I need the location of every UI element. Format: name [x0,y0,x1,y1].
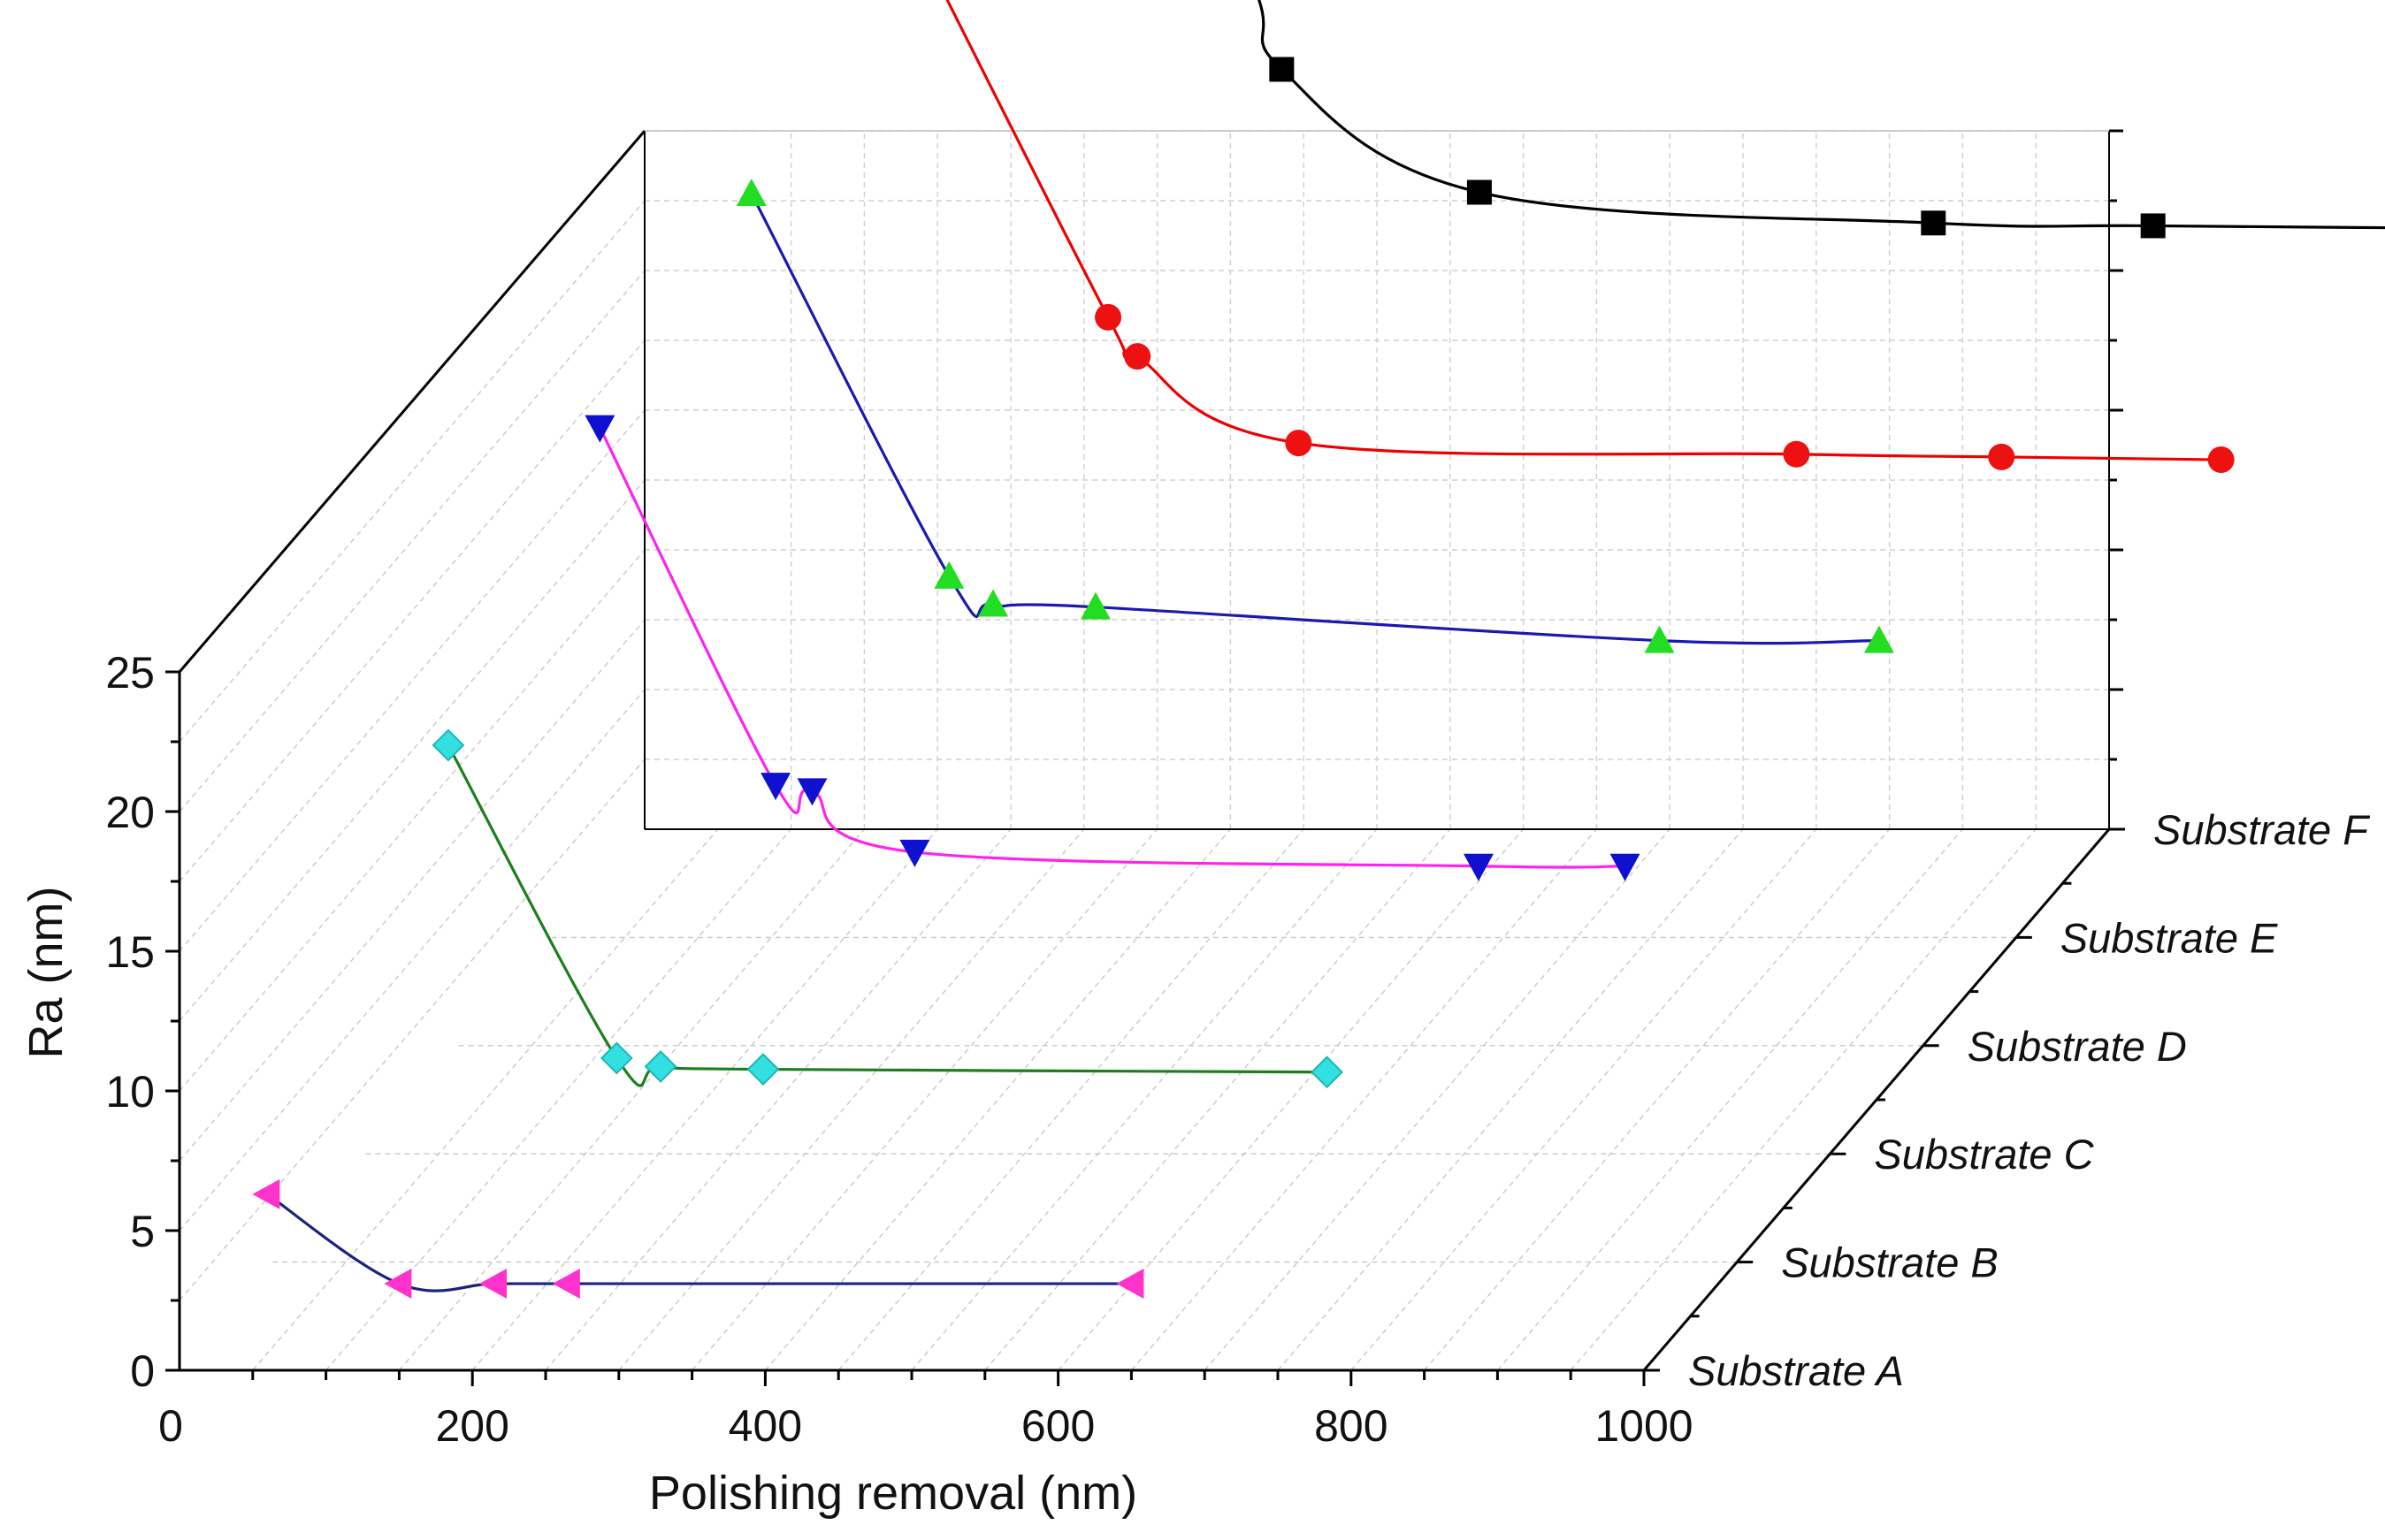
data-point [552,1269,580,1300]
wall-grid-line [179,689,646,1231]
data-point [585,415,615,443]
data-point [1116,1269,1144,1300]
series-line [266,1193,1132,1292]
chart-frame [165,129,2125,1386]
x-tick-label: 200 [435,1401,508,1451]
series-line [750,193,1879,645]
wall-grid-line [179,270,646,812]
y-tick-label: 15 [105,927,155,977]
data-point [1080,591,1111,620]
floor-grid-line [911,828,1378,1371]
floor-grid-line [1570,828,2037,1371]
series-group [1257,0,2385,239]
data-point [600,1041,633,1075]
substrate-label: Substrate D [1968,1023,2187,1070]
data-point [1644,625,1675,653]
data-point [2140,213,2166,239]
data-point [1921,210,1946,236]
data-point [978,589,1009,617]
data-point [1311,1056,1343,1089]
data-point [2207,446,2235,474]
data-point [1609,853,1640,881]
data-point [1095,303,1122,331]
series-layer [252,0,2385,1300]
y-tick-label: 20 [105,788,155,837]
data-point [479,1269,508,1300]
floor-grid-line [1424,828,1891,1371]
y-tick-label: 10 [105,1067,155,1117]
series-line [598,426,1625,869]
wall-grid-line [179,479,646,1022]
floor-grid-line [1130,828,1597,1371]
floor-grid-line [692,828,1158,1371]
data-point [736,179,767,206]
wall-grid-line [179,759,646,1301]
floor-grid-line [1496,828,1963,1371]
data-point [432,728,465,762]
substrate-label: Substrate C [1874,1131,2094,1178]
data-point [1285,430,1312,457]
data-point [644,1049,677,1083]
x-tick-label: 800 [1314,1401,1387,1451]
substrate-label: Substrate F [2153,806,2370,853]
series-group [252,1178,1144,1300]
series-line [447,744,1327,1087]
data-point [252,1178,280,1209]
series-group [736,179,1894,653]
data-point [899,839,930,867]
y-tick-label: 0 [130,1346,155,1396]
floor-grid-line [984,828,1451,1371]
floor-grid-line [764,828,1231,1371]
x-tick-label: 1000 [1594,1401,1693,1451]
data-point [746,1053,780,1086]
series-group [945,0,2235,474]
frame-edge [178,130,646,673]
floor-grid-line [1350,828,1817,1371]
series-group [432,728,1343,1089]
x-axis-title: Polishing removal (nm) [649,1467,1137,1520]
series-line [945,0,2221,461]
data-point [1124,343,1151,370]
data-point [761,773,791,801]
y-tick-label: 25 [105,648,155,698]
wall-grid-line [179,200,646,743]
data-point [1988,443,2015,470]
x-tick-label: 600 [1021,1401,1095,1451]
floor-grid-line [398,828,865,1371]
data-point [934,560,965,589]
data-point [1783,440,1810,468]
y-axis-title: Ra (nm) [19,886,73,1058]
data-point [1269,57,1295,82]
data-point [1466,179,1492,205]
wall-grid-line [179,549,646,1092]
floor-grid-line [252,828,719,1371]
floor-grid-line [837,828,1304,1371]
floor-grid-line [1277,828,1744,1371]
x-tick-label: 0 [158,1401,183,1451]
data-point [1863,625,1894,653]
floor-grid-line [471,828,938,1371]
floor-grid-line [545,828,1012,1371]
wall-grid-line [179,409,646,952]
x-tick-label: 400 [729,1401,802,1451]
substrate-label: Substrate B [1781,1239,1999,1286]
tick-label-layer: 0 200 400 600 800 1000 0 5 10 15 20 25 [105,648,1693,1451]
data-point [1463,853,1494,881]
substrate-label: Substrate A [1688,1347,1904,1394]
substrate-label: Substrate E [2060,914,2278,961]
series-group [585,415,1640,881]
wall-grid-line [179,619,646,1162]
floor-grid-line [1204,828,1670,1371]
data-point [384,1269,412,1300]
floor-grid-line [618,828,1085,1371]
y-tick-label: 5 [130,1207,155,1256]
data-point [797,778,828,806]
substrate-label-layer: Substrate A Substrate B Substrate C Substra… [1688,806,2370,1394]
series-line [1257,0,2385,230]
wall-grid-line [179,339,646,882]
